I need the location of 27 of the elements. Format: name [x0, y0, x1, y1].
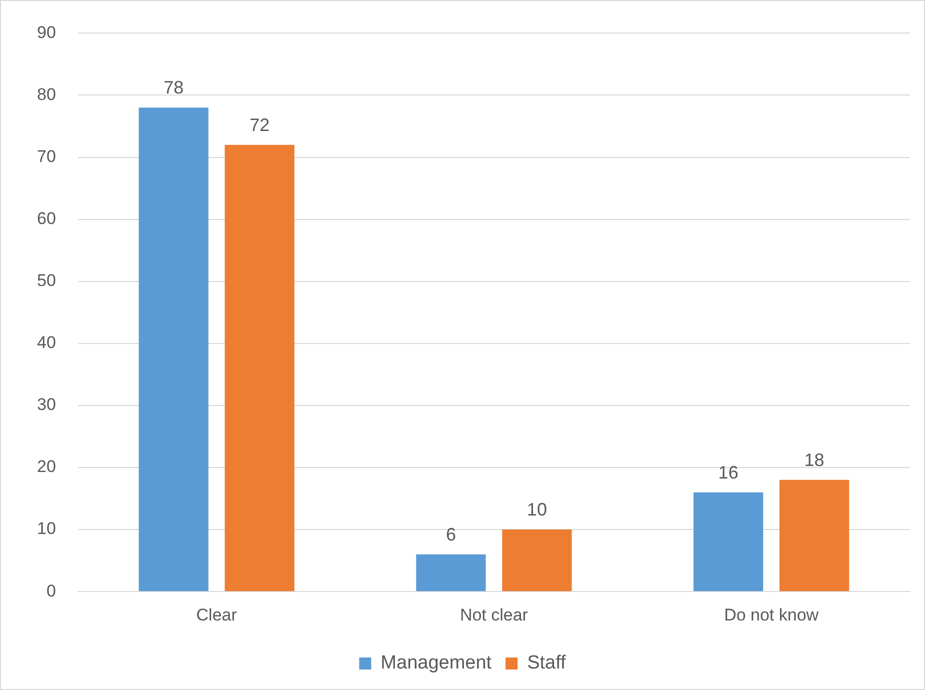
data-label: 6	[446, 524, 456, 544]
x-tick-label: Not clear	[460, 605, 528, 624]
bar	[416, 554, 486, 592]
bar	[224, 144, 294, 592]
data-label: 10	[526, 500, 547, 520]
bar	[694, 492, 764, 592]
bar	[779, 480, 850, 592]
legend-label: Staff	[527, 652, 567, 674]
y-tick-label: 30	[36, 395, 56, 414]
data-label: 18	[804, 450, 824, 470]
y-tick-label: 50	[36, 271, 56, 290]
data-label: 78	[164, 78, 184, 98]
y-tick-label: 0	[46, 581, 56, 600]
y-tick-label: 90	[36, 22, 56, 42]
y-tick-label: 20	[36, 457, 56, 476]
bar	[502, 530, 572, 592]
y-tick-label: 10	[36, 519, 56, 538]
x-tick-label: Clear	[196, 605, 238, 624]
bar	[138, 108, 208, 592]
y-tick-label: 70	[36, 146, 56, 166]
data-label: 16	[718, 462, 738, 482]
y-tick-label: 40	[36, 333, 56, 352]
y-tick-label: 60	[36, 209, 56, 228]
y-tick-label: 80	[36, 84, 56, 104]
legend-label: Management	[380, 652, 492, 674]
data-label: 72	[250, 114, 270, 135]
x-tick-label: Do not know	[724, 605, 820, 624]
